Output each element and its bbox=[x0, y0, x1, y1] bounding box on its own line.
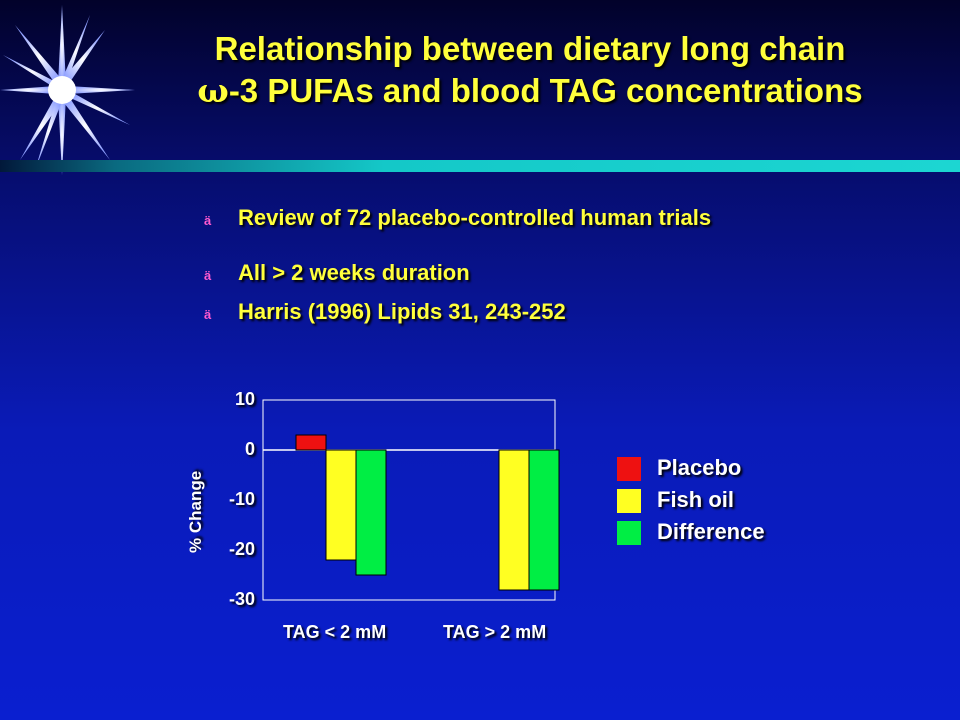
bar-placebo-1 bbox=[295, 434, 327, 451]
bullet-mark-icon: ä bbox=[204, 213, 212, 228]
y-tick-label: -30 bbox=[228, 589, 255, 609]
x-category-label: TAG > 2 mM bbox=[443, 622, 547, 642]
title-line-2-text: -3 PUFAs and blood TAG concentrations bbox=[228, 72, 863, 109]
y-tick-label: 10 bbox=[234, 389, 255, 409]
bar-fish-oil-2 bbox=[498, 449, 530, 591]
slide-title: Relationship between dietary long chain … bbox=[130, 28, 930, 112]
legend-swatch-placebo bbox=[617, 457, 641, 481]
bullet-mark-icon: ä bbox=[204, 307, 212, 322]
title-line-1: Relationship between dietary long chain bbox=[214, 30, 846, 67]
y-tick-label: 0 bbox=[244, 439, 255, 459]
title-line-2: ω-3 PUFAs and blood TAG concentrations bbox=[130, 70, 930, 112]
bar-fish-oil-1 bbox=[325, 449, 357, 561]
legend-swatch-difference bbox=[617, 521, 641, 545]
legend-swatch-fish-oil bbox=[617, 489, 641, 513]
bullet-text: Review of 72 placebo-controlled human tr… bbox=[238, 205, 712, 230]
legend-label-placebo: Placebo bbox=[657, 455, 742, 480]
legend-label-fish-oil: Fish oil bbox=[657, 487, 734, 512]
legend-label-difference: Difference bbox=[657, 519, 765, 544]
y-tick-label: -20 bbox=[228, 539, 255, 559]
x-category-label: TAG < 2 mM bbox=[283, 622, 387, 642]
bullet-text: Harris (1996) Lipids 31, 243-252 bbox=[238, 299, 566, 324]
bullet-mark-icon: ä bbox=[204, 268, 212, 283]
bullet-text: All > 2 weeks duration bbox=[238, 260, 470, 285]
title-divider-bar bbox=[0, 160, 960, 172]
starburst-decoration bbox=[0, 5, 135, 175]
y-tick-label: -10 bbox=[228, 489, 255, 509]
omega-symbol: ω bbox=[197, 71, 229, 110]
bar-difference-2 bbox=[528, 449, 560, 591]
bar-difference-1 bbox=[355, 449, 387, 576]
y-axis-title: % Change bbox=[186, 470, 205, 553]
